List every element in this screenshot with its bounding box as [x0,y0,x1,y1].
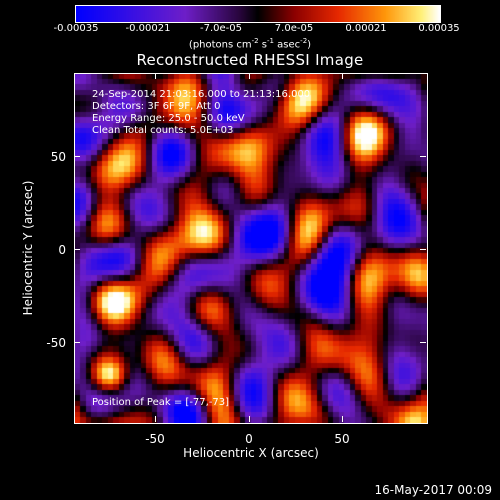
x-tick [249,416,250,422]
annotation-time-range: 24-Sep-2014 21:03:16.000 to 21:13:16.000 [92,89,311,100]
y-tick [420,342,426,343]
plot-title: Reconstructed RHESSI Image [136,51,364,69]
x-tick [249,73,250,79]
x-tick [342,73,343,79]
colorbar-tick-label: 0.00021 [345,23,387,34]
x-tick-label: 0 [245,432,253,446]
x-tick-label: -50 [145,432,165,446]
annotation-energy: Energy Range: 25.0 - 50.0 keV [92,113,245,124]
y-tick-label: -50 [46,336,66,350]
y-tick-label: 0 [58,243,66,257]
y-tick [420,156,426,157]
colorbar-tick-label: 0.00035 [418,23,460,34]
y-tick-label: 50 [50,150,66,164]
footer-date: 16-May-2017 00:09 [374,483,492,497]
annotation-detectors: Detectors: 3F 6F 9F, Att 0 [92,101,221,112]
colorbar-tick-label: -0.00021 [125,23,171,34]
y-tick [420,249,426,250]
annotation-peak: Position of Peak = [-77,-73] [92,397,230,408]
y-tick [74,249,80,250]
image-heatmap [75,74,427,423]
colorbar-tick-label: 7.0e-05 [274,23,314,34]
x-tick [155,416,156,422]
annotation-clean: Clean Total counts: 5.0E+03 [92,125,234,136]
y-axis-title: Heliocentric Y (arcsec) [21,180,35,316]
y-tick [74,156,80,157]
colorbar-tick-label: -7.0e-05 [200,23,242,34]
x-tick [342,416,343,422]
x-axis-title: Heliocentric X (arcsec) [183,446,319,460]
rhessi-image: 24-Sep-2014 21:03:16.000 to 21:13:16.000… [74,73,428,424]
y-tick [74,342,80,343]
x-tick-label: 50 [334,432,350,446]
colorbar-tick-label: -0.00035 [53,23,99,34]
colorbar-units: (photons cm-2 s-1 asec-2) [188,37,312,51]
x-tick [155,73,156,79]
colorbar [75,5,441,23]
